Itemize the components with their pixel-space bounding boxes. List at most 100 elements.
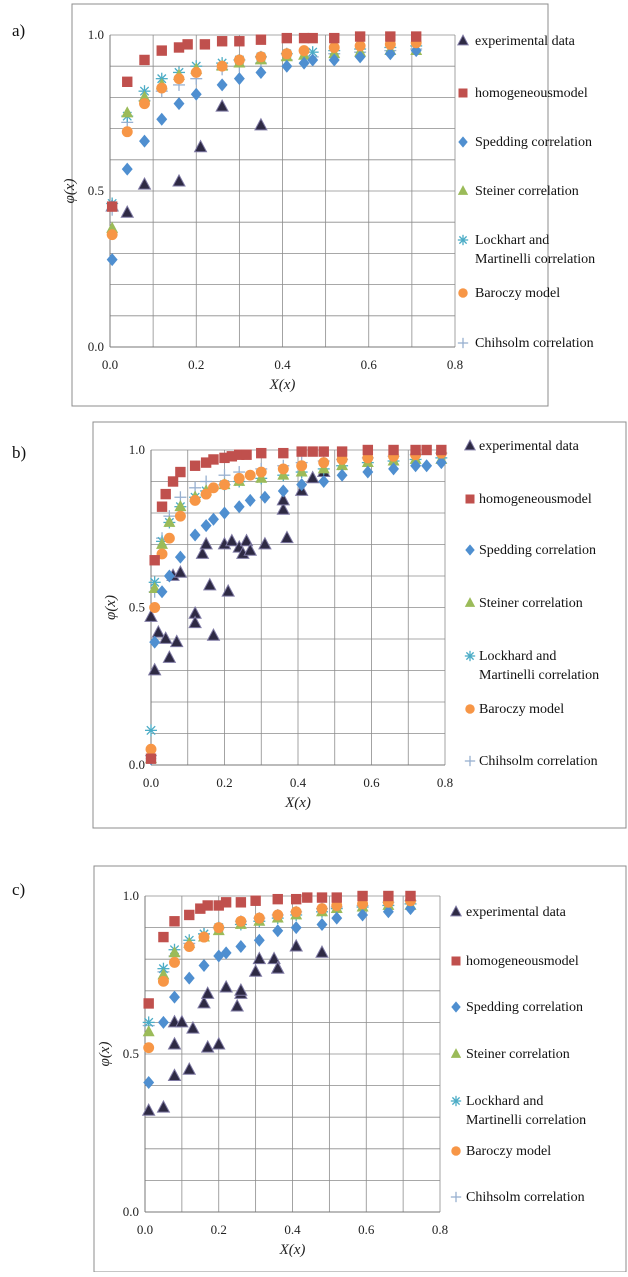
data-point [157,968,170,980]
data-point [233,72,245,86]
data-point [354,40,366,52]
legend-item-experimental: experimental data [463,439,580,454]
data-point [162,650,177,663]
data-point [290,893,302,905]
data-point [289,938,304,952]
data-point [230,998,245,1012]
data-point [183,941,195,953]
legend-label: Spedding correlation [479,543,596,558]
data-point [316,917,328,931]
legend-marker [463,439,477,451]
x-axis-label: X(x) [279,1242,306,1258]
legend-label: Chihsolm correlation [466,1190,585,1205]
data-series [141,890,417,1116]
data-point [208,482,219,494]
data-point [169,956,180,968]
data-point [270,960,285,974]
y-tick-label: 0.5 [88,183,104,198]
data-point [357,890,368,902]
data-point [255,51,267,63]
data-point [331,892,342,903]
data-point [225,533,239,547]
x-tick-label: 0.0 [137,1222,153,1237]
data-point [213,949,225,963]
legend-marker [457,337,469,349]
data-point [410,444,421,456]
data-point [421,444,432,456]
data-point [243,542,258,556]
data-point [189,460,201,471]
data-point [306,46,319,59]
legend-marker [451,1001,461,1013]
data-point [336,446,348,457]
data-point [255,65,267,79]
data-point [143,1042,155,1054]
data-point [175,466,186,478]
data-point [148,581,161,594]
x-tick-label: 0.8 [437,775,453,790]
data-point [169,990,180,1004]
data-point [235,897,247,908]
data-point [175,1014,189,1028]
data-point [168,946,181,958]
data-point [220,897,232,908]
data-point [235,940,247,954]
data-point [258,536,272,550]
chart-frame [92,421,627,829]
y-tick-label: 0.0 [123,1204,139,1219]
data-point [362,465,374,479]
y-axis-label: φ(x) [62,179,78,204]
data-point [190,87,202,101]
data-point [252,951,267,965]
legend-label: Spedding correlation [475,135,592,150]
y-tick-label: 1.0 [123,888,139,903]
series-homogeneous [145,444,447,764]
data-point [189,528,201,542]
data-point [182,39,193,50]
data-point [244,469,256,481]
data-point [147,662,162,676]
panel-a: a) 0.0 0.2 0.4 0.6 0.8 0.0 0.5 1.0 X(x) φ(x) experi… [12,3,595,407]
data-point [328,42,340,53]
x-tick-label: 0.2 [188,357,204,372]
data-point [121,106,134,118]
y-tick-label: 0.0 [129,757,145,772]
data-point [219,506,230,520]
legend-label: Baroczy model [466,1144,551,1159]
legend-label: homogeneousmodel [479,492,592,507]
x-tick-label: 0.4 [290,775,307,790]
legend-label: Martinelli correlation [479,668,599,683]
legend-marker [464,755,476,767]
x-tick-label: 0.8 [432,1222,448,1237]
panel-label: a) [12,21,25,40]
data-point [182,1061,197,1075]
data-point [156,45,167,56]
data-point [328,53,340,67]
data-point [143,1075,155,1089]
data-point [281,59,293,73]
legend-item-baroczy: Baroczy model [465,702,564,717]
legend-item-homogeneous: homogeneousmodel [465,492,592,507]
data-point [410,31,422,42]
data-point [318,475,330,488]
data-point [138,90,151,102]
data-point [174,499,187,512]
x-tick-label: 0.0 [102,357,118,372]
chart-frame [71,3,549,407]
data-point [316,892,328,903]
y-tick-label: 1.0 [129,442,145,457]
legend-marker [450,1191,462,1203]
data-point [277,463,289,475]
data-point [278,447,289,459]
data-point [216,60,228,72]
data-point [208,454,219,465]
data-point [198,959,210,973]
legend-item-spedding: Spedding correlation [451,1000,583,1015]
y-axis-label: φ(x) [103,595,119,620]
data-point [290,906,302,918]
data-point [234,449,245,460]
data-point [219,452,230,464]
data-point [255,466,267,478]
panel-c: c) 0.0 0.2 0.4 0.6 0.8 0.0 0.5 1.0 X(x) φ(x) experi… [12,865,627,1273]
